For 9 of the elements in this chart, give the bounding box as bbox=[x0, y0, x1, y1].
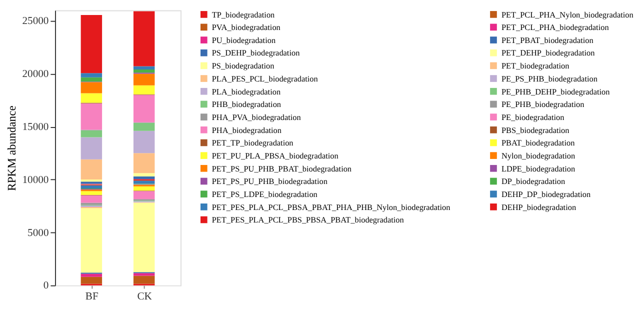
y-tick-label: 0 bbox=[43, 280, 49, 292]
y-axis-title: RPKM abundance bbox=[5, 106, 18, 191]
y-tick-label: 15000 bbox=[22, 122, 49, 133]
y-tick-label: 20000 bbox=[22, 69, 49, 80]
y-tick-label: 5000 bbox=[28, 228, 49, 239]
y-tick-label: 25000 bbox=[22, 16, 49, 28]
x-tick-label: BF bbox=[85, 291, 99, 302]
y-tick-label: 10000 bbox=[22, 174, 49, 186]
x-tick-label: CK bbox=[137, 291, 152, 302]
